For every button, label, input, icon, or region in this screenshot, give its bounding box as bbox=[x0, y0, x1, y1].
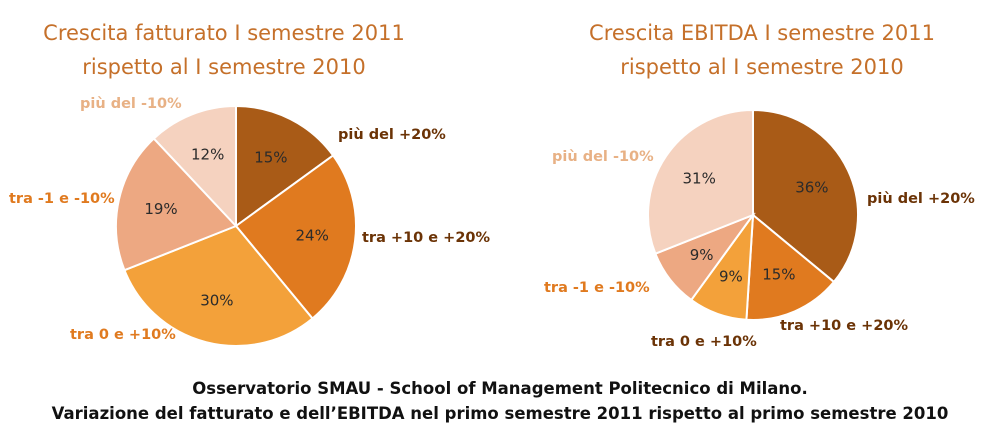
caption-line-2: Variazione del fatturato e dell’EBITDA n… bbox=[51, 404, 949, 423]
pie-slice-pi-del-10 bbox=[152, 104, 237, 229]
slice-value-label: 30% bbox=[200, 291, 233, 309]
chart-title-line-1: Crescita EBITDA I semestre 2011 bbox=[589, 21, 935, 45]
slice-value-label: 9% bbox=[719, 267, 743, 285]
slice-value-label: 15% bbox=[254, 149, 287, 167]
chart-title-line-2: rispetto al I semestre 2010 bbox=[620, 55, 904, 79]
pie-slice-tra-10-e-20 bbox=[745, 212, 836, 321]
pie-slice-pi-del-20 bbox=[752, 108, 859, 284]
pie-slice-tra-10-e-20 bbox=[234, 154, 357, 320]
caption-line-1: Osservatorio SMAU - School of Management… bbox=[192, 379, 808, 398]
pie-slice-pi-del-20 bbox=[235, 104, 335, 228]
pie-slice-tra-1-e-10 bbox=[115, 137, 238, 272]
slice-value-label: 19% bbox=[144, 200, 177, 218]
slice-value-label: 24% bbox=[296, 227, 329, 245]
category-label-tra-1-e-10: tra -1 e -10% bbox=[544, 280, 650, 296]
pie-slice-tra-0-e-10 bbox=[123, 224, 314, 347]
category-label-pi-del-10: più del -10% bbox=[552, 149, 654, 165]
chart-title-line-2: rispetto al I semestre 2010 bbox=[82, 55, 366, 79]
slice-value-label: 36% bbox=[795, 178, 828, 196]
category-label-tra-0-e-10: tra 0 e +10% bbox=[651, 334, 757, 350]
slice-value-label: 12% bbox=[191, 146, 224, 164]
caption: Osservatorio SMAU - School of Management… bbox=[0, 376, 1000, 426]
category-label-tra-1-e-10: tra -1 e -10% bbox=[9, 191, 115, 207]
slice-value-label: 31% bbox=[683, 169, 716, 187]
category-label-tra-10-e-20: tra +10 e +20% bbox=[362, 230, 491, 246]
pie-chart-fatturato: Crescita fatturato I semestre 2011 rispet… bbox=[9, 21, 491, 347]
charts-canvas: Crescita fatturato I semestre 2011 rispet… bbox=[9, 21, 975, 350]
category-label-pi-del-20: più del +20% bbox=[338, 127, 446, 143]
category-label-tra-10-e-20: tra +10 e +20% bbox=[780, 318, 909, 334]
pie-slice-pi-del-10 bbox=[647, 108, 754, 255]
category-label-pi-del-20: più del +20% bbox=[867, 191, 975, 207]
category-label-pi-del-10: più del -10% bbox=[80, 96, 182, 112]
chart-title-line-1: Crescita fatturato I semestre 2011 bbox=[43, 21, 405, 45]
category-label-tra-0-e-10: tra 0 e +10% bbox=[70, 327, 176, 343]
pie-chart-ebitda: Crescita EBITDA I semestre 2011 rispetto … bbox=[544, 21, 975, 350]
slice-value-label: 15% bbox=[762, 266, 795, 284]
slice-value-label: 9% bbox=[690, 246, 714, 264]
